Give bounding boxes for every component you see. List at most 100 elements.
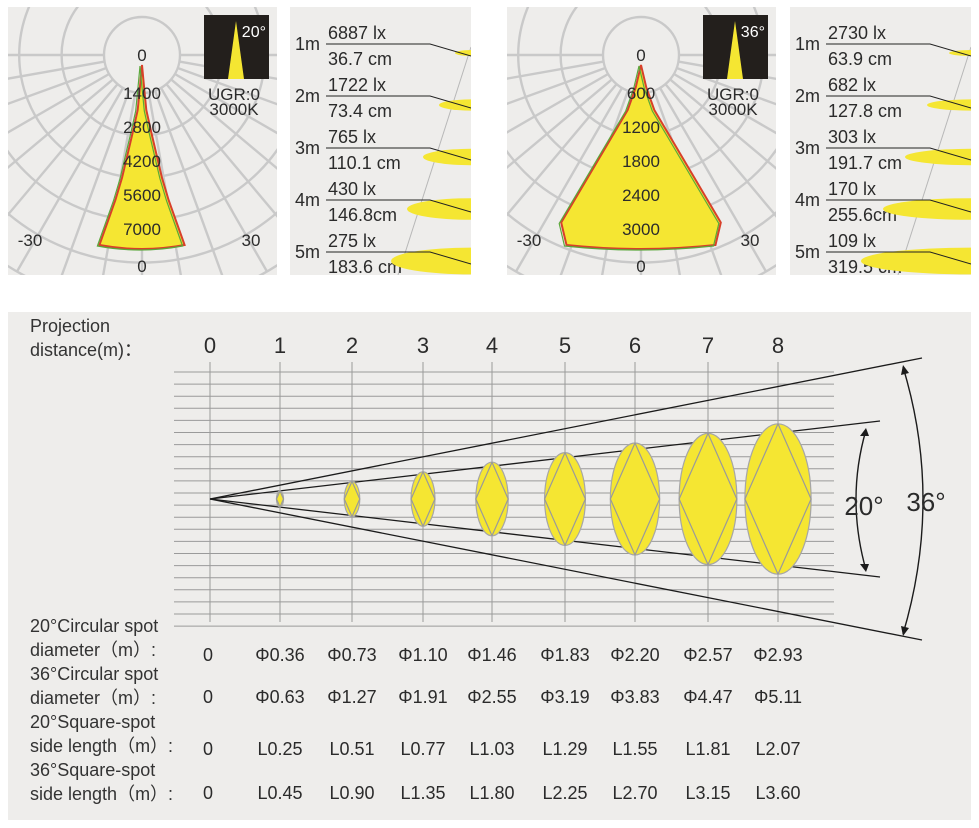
- spot-ellipse: [883, 198, 979, 220]
- cct-label: 3000K: [708, 100, 758, 119]
- circular-spot: [543, 452, 587, 547]
- lux-distance: 1m: [295, 34, 320, 54]
- spot-value: Φ5.11: [754, 687, 802, 707]
- leader-line: [826, 95, 972, 109]
- spot-value: L0.25: [257, 739, 302, 759]
- spot-value: L1.03: [469, 739, 514, 759]
- spot-diameter: 146.8cm: [328, 205, 397, 225]
- leader-line: [326, 199, 472, 213]
- square-spot: [609, 441, 661, 557]
- spot-diameter: 183.6 cm: [328, 257, 402, 275]
- lux-value: 275 lx: [328, 231, 376, 251]
- leader-line: [826, 147, 972, 161]
- spot-row-label-line1: 36°Square-spot: [30, 760, 156, 780]
- leader-line: [826, 199, 972, 213]
- distance-label: 2: [346, 333, 358, 358]
- spot-row-label-0: 20°Circular spot diameter（m）:: [30, 614, 158, 662]
- projection-panel: 0 1 2 3 4 5 6 7 8 20° 36° 0 Φ0.36 Φ0.73 Φ1.10 Φ1.46 Φ1.8…: [8, 312, 971, 820]
- angle-label-36: 36°: [906, 487, 945, 517]
- angle-label-20: 20°: [844, 491, 883, 521]
- polar-bottom-zero: 0: [137, 257, 146, 275]
- spot-diameter: 127.8 cm: [828, 101, 902, 121]
- square-spot: [343, 479, 361, 519]
- distance-label: 1: [274, 333, 286, 358]
- spot-value: Φ1.10: [398, 645, 447, 665]
- spot-row-label-line2: diameter（m）:: [30, 640, 157, 660]
- spot-value: L3.60: [755, 783, 800, 803]
- polar-ring-label: 600: [627, 84, 655, 103]
- spot-value: L1.35: [400, 783, 445, 803]
- polar-left-angle: -30: [517, 231, 542, 250]
- lux-distance: 3m: [295, 138, 320, 158]
- beam-curve-c90: [96, 65, 184, 251]
- spot-value: L1.80: [469, 783, 514, 803]
- spot-value: Φ3.83: [610, 687, 659, 707]
- spot-value: Φ0.63: [255, 687, 304, 707]
- spot-value: L0.77: [400, 739, 445, 759]
- polar-ring-label: 7000: [123, 220, 161, 239]
- square-spot: [275, 489, 285, 509]
- lux-value: 303 lx: [828, 127, 876, 147]
- lux-value: 6887 lx: [328, 23, 386, 43]
- leader-line: [326, 147, 472, 161]
- spot-value: Φ2.93: [753, 645, 802, 665]
- spot-row-label-3: 36°Square-spot side length（m）:: [30, 758, 173, 806]
- spot-value: 0: [203, 645, 213, 665]
- arc-20-arrow-top: [860, 428, 869, 436]
- lux-distance: 2m: [295, 86, 320, 106]
- spot-row-label-line2: side length（m）:: [30, 736, 174, 756]
- spot-value: 0: [203, 739, 213, 759]
- spot-row-label-2: 20°Square-spot side length（m）:: [30, 710, 173, 758]
- polar-spoke: [0, 78, 114, 176]
- leader-line: [326, 251, 472, 265]
- polar-ring-label: 2400: [622, 186, 660, 205]
- beam-angle-label: 20°: [242, 24, 266, 41]
- polar-ring-label: 1800: [622, 152, 660, 171]
- leader-line: [826, 251, 972, 265]
- lux-value: 682 lx: [828, 75, 876, 95]
- arc-36: [902, 366, 924, 635]
- spot-diameter: 255.6cm: [828, 205, 897, 225]
- arc-20: [855, 429, 867, 571]
- distance-label: 8: [772, 333, 784, 358]
- leader-line: [826, 43, 972, 57]
- square-spot: [410, 470, 436, 528]
- square-spot: [475, 460, 509, 538]
- polar-spoke: [159, 87, 269, 273]
- beam-line-36-top: [209, 357, 923, 500]
- spot-row-label-line1: 36°Circular spot: [30, 664, 159, 684]
- spot-value: L2.07: [755, 739, 800, 759]
- lux-distance: 1m: [795, 34, 820, 54]
- distance-label: 4: [486, 333, 498, 358]
- spot-value: L0.51: [329, 739, 374, 759]
- spot-value: 0: [203, 783, 213, 803]
- spot-value: Φ3.19: [540, 687, 589, 707]
- spot-value: Φ1.27: [327, 687, 376, 707]
- circular-spot: [475, 461, 509, 537]
- spot-value: L1.29: [542, 739, 587, 759]
- distance-label: 3: [417, 333, 429, 358]
- spot-value: L1.55: [612, 739, 657, 759]
- square-spot: [543, 451, 587, 547]
- projection-label: Projection distance(m)：: [30, 314, 142, 362]
- arc-36-arrow-bottom: [901, 626, 909, 636]
- lux-value: 109 lx: [828, 231, 876, 251]
- spot-value: Φ4.47: [683, 687, 732, 707]
- polar-left-angle: -30: [18, 231, 43, 250]
- lux-distance: 4m: [295, 190, 320, 210]
- beam-cone-icon: [228, 21, 244, 79]
- circular-spot: [343, 480, 361, 518]
- polar-spoke: [55, 90, 131, 291]
- ugr-label: UGR:0: [707, 85, 759, 104]
- leader-line: [326, 95, 472, 109]
- spot-value: L3.15: [685, 783, 730, 803]
- illuminance-panel-36: 1m 2730 lx 63.9 cm 2m 682 lx 127.8 cm 3m 303 lx…: [790, 7, 979, 277]
- cct-label: 3000K: [209, 100, 259, 119]
- beam-cone-icon: [727, 21, 743, 79]
- polar-panel-20: 0 1400 2800 4200 5600 7000 0 -30 30 20° UGR:0 3000K: [0, 0, 394, 307]
- polar-spoke: [15, 87, 125, 273]
- spot-value: L0.90: [329, 783, 374, 803]
- illuminance-table-36: 1m 2730 lx 63.9 cm 2m 682 lx 127.8 cm 3m 303 lx…: [795, 23, 979, 277]
- square-spot: [678, 431, 738, 567]
- polar-panel-36: 0 600 1200 1800 2400 3000 0 -30 30 36° UGR:0 3000K: [389, 0, 893, 307]
